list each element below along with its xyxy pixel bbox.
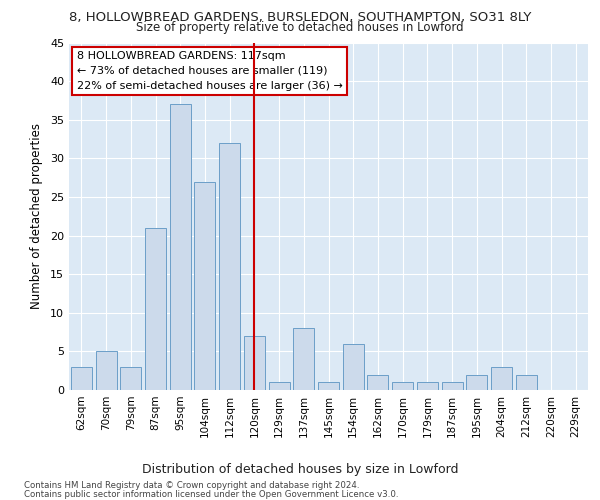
- Text: Size of property relative to detached houses in Lowford: Size of property relative to detached ho…: [136, 22, 464, 35]
- Text: 8 HOLLOWBREAD GARDENS: 117sqm
← 73% of detached houses are smaller (119)
22% of : 8 HOLLOWBREAD GARDENS: 117sqm ← 73% of d…: [77, 51, 343, 91]
- Bar: [194, 182, 215, 390]
- Text: 8, HOLLOWBREAD GARDENS, BURSLEDON, SOUTHAMPTON, SO31 8LY: 8, HOLLOWBREAD GARDENS, BURSLEDON, SOUTH…: [69, 11, 531, 24]
- Y-axis label: Number of detached properties: Number of detached properties: [30, 123, 43, 309]
- Bar: [95, 352, 116, 390]
- Bar: [219, 143, 240, 390]
- Bar: [170, 104, 191, 390]
- Bar: [367, 374, 388, 390]
- Bar: [442, 382, 463, 390]
- Bar: [318, 382, 339, 390]
- Bar: [145, 228, 166, 390]
- Bar: [516, 374, 537, 390]
- Bar: [417, 382, 438, 390]
- Bar: [120, 367, 141, 390]
- Bar: [293, 328, 314, 390]
- Text: Contains HM Land Registry data © Crown copyright and database right 2024.: Contains HM Land Registry data © Crown c…: [24, 481, 359, 490]
- Bar: [491, 367, 512, 390]
- Text: Distribution of detached houses by size in Lowford: Distribution of detached houses by size …: [142, 462, 458, 475]
- Bar: [466, 374, 487, 390]
- Bar: [392, 382, 413, 390]
- Bar: [71, 367, 92, 390]
- Bar: [244, 336, 265, 390]
- Bar: [269, 382, 290, 390]
- Text: Contains public sector information licensed under the Open Government Licence v3: Contains public sector information licen…: [24, 490, 398, 499]
- Bar: [343, 344, 364, 390]
